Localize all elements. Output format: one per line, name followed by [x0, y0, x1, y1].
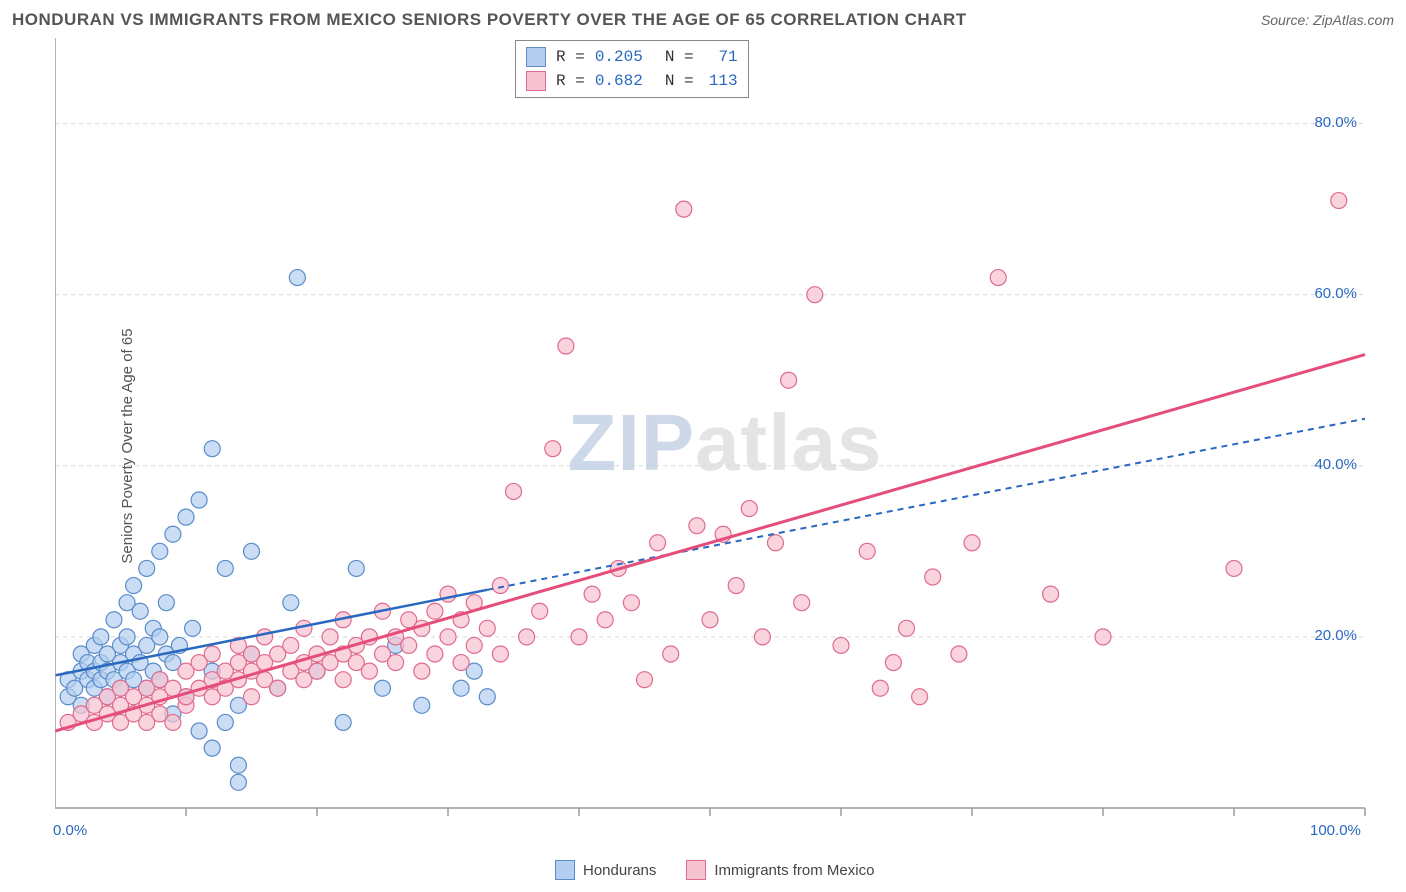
legend-swatch — [686, 860, 706, 880]
stats-row: R = 0.682 N = 113 — [526, 69, 738, 93]
legend-swatch — [526, 47, 546, 67]
r-value: 0.205 — [595, 45, 643, 69]
n-label: N = — [665, 69, 694, 93]
legend-label: Hondurans — [583, 862, 656, 879]
x-axis-start-label: 0.0% — [53, 822, 87, 839]
chart-source: Source: ZipAtlas.com — [1261, 12, 1394, 28]
r-label: R = — [556, 45, 585, 69]
y-tick-label: 20.0% — [1314, 627, 1357, 644]
r-value: 0.682 — [595, 69, 643, 93]
r-label: R = — [556, 69, 585, 93]
n-value: 113 — [704, 69, 738, 93]
legend-label: Immigrants from Mexico — [714, 862, 874, 879]
x-axis-end-label: 100.0% — [1310, 822, 1361, 839]
n-label: N = — [665, 45, 694, 69]
scatter-chart-svg — [55, 38, 1395, 848]
stats-legend-box: R = 0.205 N = 71 R = 0.682 N = 113 — [515, 40, 749, 98]
stats-row: R = 0.205 N = 71 — [526, 45, 738, 69]
chart-header: HONDURAN VS IMMIGRANTS FROM MEXICO SENIO… — [12, 10, 1394, 30]
legend-swatch — [526, 71, 546, 91]
chart-title: HONDURAN VS IMMIGRANTS FROM MEXICO SENIO… — [12, 10, 967, 30]
legend-item: Hondurans — [555, 860, 656, 880]
legend-swatch — [555, 860, 575, 880]
bottom-legend: Hondurans Immigrants from Mexico — [555, 860, 874, 880]
y-tick-label: 40.0% — [1314, 456, 1357, 473]
y-tick-label: 80.0% — [1314, 114, 1357, 131]
legend-item: Immigrants from Mexico — [686, 860, 874, 880]
chart-area: ZIPatlas R = 0.205N = 71R = 0.682N = 113… — [55, 38, 1395, 848]
y-tick-label: 60.0% — [1314, 285, 1357, 302]
n-value: 71 — [704, 45, 738, 69]
